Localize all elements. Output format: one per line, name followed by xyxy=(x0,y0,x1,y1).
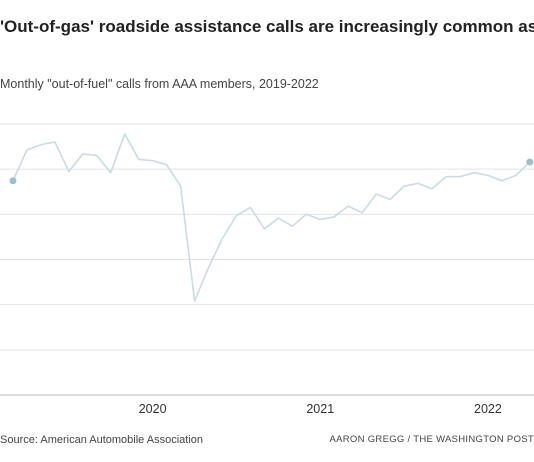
start-point xyxy=(9,177,17,185)
credit-note: AARON GREGG / THE WASHINGTON POST xyxy=(329,434,534,445)
series-line xyxy=(12,133,531,302)
x-axis: 2019202020212022 xyxy=(139,402,502,416)
series-group xyxy=(9,133,534,302)
gridlines xyxy=(0,123,534,396)
x-tick-label: 2021 xyxy=(306,402,334,416)
chart-subtitle: Monthly "out-of-fuel" calls from AAA mem… xyxy=(0,77,319,91)
source-note: Source: American Automobile Association xyxy=(0,434,204,446)
x-tick-label: 2022 xyxy=(474,402,502,416)
chart-title: 'Out-of-gas' roadside assistance calls a… xyxy=(0,17,534,36)
x-tick-label: 2020 xyxy=(139,402,167,416)
end-point xyxy=(526,158,534,166)
